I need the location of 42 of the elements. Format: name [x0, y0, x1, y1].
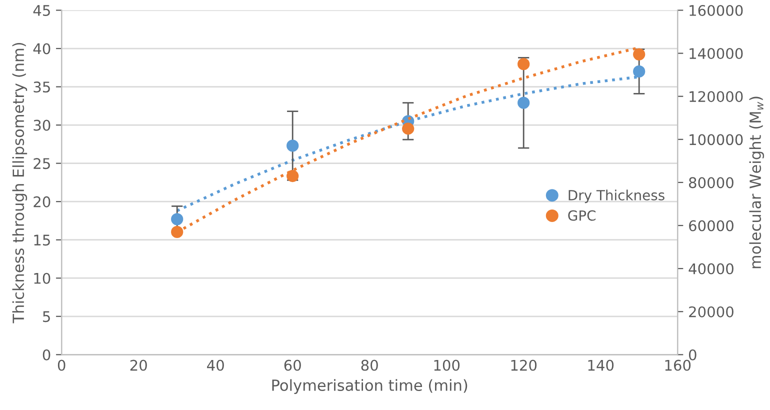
- y2-tick-label: 140000: [690, 48, 743, 60]
- y-axis-title: Thickness through Ellipsometry (nm): [12, 42, 28, 324]
- point: [633, 48, 646, 60]
- x-tick-label: 100: [434, 360, 460, 371]
- point: [286, 170, 299, 182]
- x-tick-label: 160: [665, 360, 691, 371]
- legend-label: Dry Thickness: [568, 190, 664, 204]
- y-tick-label: 30: [34, 120, 50, 131]
- y-tick-label: 20: [34, 196, 50, 208]
- x-tick-label: 140: [588, 360, 614, 371]
- y-tick-label: 5: [43, 311, 50, 322]
- x-tick-label: 20: [130, 360, 147, 371]
- legend-label: GPC: [568, 210, 596, 221]
- y-tick-label: 25: [34, 158, 50, 170]
- point: [171, 226, 184, 238]
- x-axis-title: Polymerisation time (min): [272, 379, 468, 394]
- point: [633, 65, 646, 78]
- y-tick-label: 15: [34, 234, 50, 246]
- point: [171, 213, 184, 226]
- point: [402, 122, 414, 135]
- y2-axis-title: molecular Weight (M$_{w}$): [749, 96, 764, 268]
- y2-tick-label: 80000: [689, 177, 734, 188]
- x-tick-label: 0: [58, 360, 66, 371]
- y-tick-label: 35: [34, 82, 50, 93]
- point: [518, 58, 530, 70]
- y2-tick-label: 0: [688, 349, 696, 360]
- x-tick-label: 80: [361, 360, 378, 371]
- y2-tick-label: 20000: [689, 306, 734, 318]
- x-tick-label: 60: [284, 360, 301, 371]
- point: [518, 96, 530, 109]
- x-tick-label: 40: [207, 360, 224, 371]
- x-tick-label: 120: [511, 360, 537, 371]
- y2-tick-label: 40000: [688, 263, 734, 274]
- y2-tick-label: 60000: [689, 220, 734, 232]
- y2-tick-label: 160000: [690, 4, 743, 16]
- point: [286, 140, 299, 152]
- y2-tick-label: 120000: [690, 91, 743, 102]
- y-tick-label: 10: [34, 272, 50, 284]
- y-tick-label: 40: [33, 43, 50, 54]
- y-tick-label: 0: [42, 349, 50, 360]
- y-tick-label: 45: [33, 5, 50, 16]
- y2-tick-label: 100000: [690, 134, 743, 146]
